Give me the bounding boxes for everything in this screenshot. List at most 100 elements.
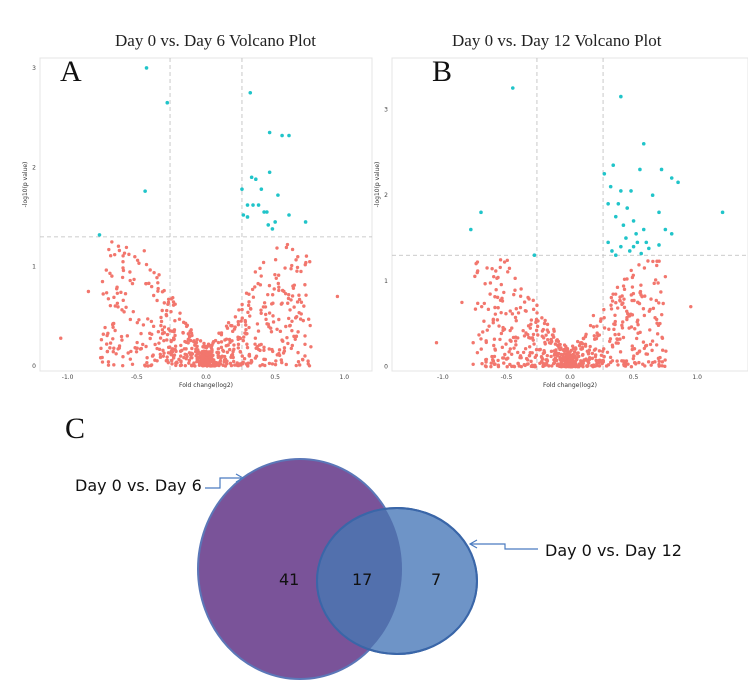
nonsig-point xyxy=(174,349,178,354)
nonsig-point xyxy=(531,298,535,303)
nonsig-point xyxy=(514,319,518,323)
nonsig-point xyxy=(631,273,636,277)
nonsig-point xyxy=(602,326,607,330)
nonsig-point xyxy=(545,328,549,332)
nonsig-point xyxy=(609,307,614,311)
nonsig-point xyxy=(155,275,159,280)
nonsig-point xyxy=(116,244,121,248)
x-tick-label: 0.0 xyxy=(201,374,211,381)
sig-point xyxy=(608,184,613,189)
nonsig-point xyxy=(125,334,130,338)
nonsig-point xyxy=(105,349,110,354)
nonsig-point xyxy=(244,328,248,332)
nonsig-point xyxy=(121,355,125,359)
nonsig-point xyxy=(574,347,578,351)
nonsig-point xyxy=(527,345,532,349)
x-tick-label: -0.5 xyxy=(501,374,513,381)
nonsig-point xyxy=(153,358,157,362)
nonsig-point xyxy=(615,337,620,342)
nonsig-point xyxy=(572,350,577,354)
nonsig-point xyxy=(654,343,659,347)
nonsig-point xyxy=(160,290,165,294)
nonsig-point xyxy=(157,347,162,352)
nonsig-point xyxy=(541,336,546,340)
nonsig-point xyxy=(611,292,615,296)
x-tick-label: -0.5 xyxy=(131,374,143,381)
sig-point xyxy=(619,189,623,193)
nonsig-point xyxy=(113,328,117,333)
nonsig-point xyxy=(655,332,660,336)
nonsig-point xyxy=(486,307,491,312)
nonsig-point xyxy=(267,361,272,366)
nonsig-point xyxy=(130,362,135,366)
nonsig-point xyxy=(492,274,496,279)
nonsig-point xyxy=(128,270,132,274)
nonsig-point xyxy=(295,300,300,304)
nonsig-point xyxy=(156,286,160,291)
nonsig-point xyxy=(647,309,651,313)
sig-point xyxy=(650,193,655,198)
nonsig-point xyxy=(106,360,111,364)
nonsig-point xyxy=(660,312,664,317)
volcano-plot-a: -1.0 -0.5 0.0 0.5 1.0 0 1 2 3 Fold change(log2) -l… xyxy=(22,57,373,389)
nonsig-point xyxy=(110,322,115,327)
volcano-plot-b: -1.0 -0.5 0.0 0.5 1.0 0 1 2 3 Fold change(log2) -l… xyxy=(374,57,748,389)
nonsig-point xyxy=(648,342,653,347)
nonsig-point xyxy=(111,350,115,354)
nonsig-point xyxy=(273,362,278,367)
nonsig-point xyxy=(633,327,637,331)
nonsig-point xyxy=(533,355,537,360)
nonsig-point xyxy=(299,269,303,274)
nonsig-point xyxy=(602,307,606,312)
nonsig-point xyxy=(179,363,184,367)
nonsig-point xyxy=(505,258,510,263)
nonsig-point xyxy=(226,321,231,325)
nonsig-point xyxy=(195,337,199,342)
nonsig-point xyxy=(540,356,544,360)
nonsig-point xyxy=(563,349,568,353)
nonsig-point xyxy=(277,317,281,322)
nonsig-point xyxy=(240,302,244,307)
nonsig-point xyxy=(307,364,312,368)
nonsig-point xyxy=(187,361,191,365)
nonsig-point xyxy=(208,360,213,364)
nonsig-point xyxy=(153,342,157,347)
nonsig-point xyxy=(527,297,531,301)
nonsig-point xyxy=(144,262,149,267)
nonsig-point xyxy=(238,350,243,354)
nonsig-point xyxy=(288,308,292,312)
nonsig-point xyxy=(165,332,170,337)
nonsig-point xyxy=(591,313,596,318)
nonsig-point xyxy=(593,353,598,357)
nonsig-point xyxy=(148,331,152,336)
nonsig-point xyxy=(59,336,63,340)
nonsig-point xyxy=(495,276,499,281)
nonsig-point xyxy=(158,352,162,357)
nonsig-point xyxy=(253,356,258,360)
nonsig-point xyxy=(581,336,586,341)
nonsig-point xyxy=(625,315,629,320)
nonsig-point xyxy=(290,263,294,268)
nonsig-point xyxy=(499,331,504,336)
nonsig-point xyxy=(610,359,615,363)
nonsig-point xyxy=(187,351,192,355)
nonsig-point xyxy=(481,330,485,334)
nonsig-point xyxy=(173,319,177,323)
nonsig-point xyxy=(547,364,551,368)
nonsig-point xyxy=(636,331,640,335)
nonsig-point xyxy=(122,251,127,255)
nonsig-point xyxy=(296,254,300,259)
nonsig-point xyxy=(253,336,258,340)
nonsig-point xyxy=(283,291,288,296)
nonsig-point xyxy=(630,344,634,348)
nonsig-point xyxy=(482,301,487,306)
nonsig-point xyxy=(148,336,152,341)
nonsig-point xyxy=(115,285,119,289)
sig-point xyxy=(641,141,646,146)
nonsig-point xyxy=(516,361,520,366)
nonsig-point xyxy=(471,362,475,366)
nonsig-point xyxy=(112,252,117,257)
nonsig-point xyxy=(523,308,528,313)
nonsig-point xyxy=(241,360,245,365)
nonsig-point xyxy=(595,331,599,335)
